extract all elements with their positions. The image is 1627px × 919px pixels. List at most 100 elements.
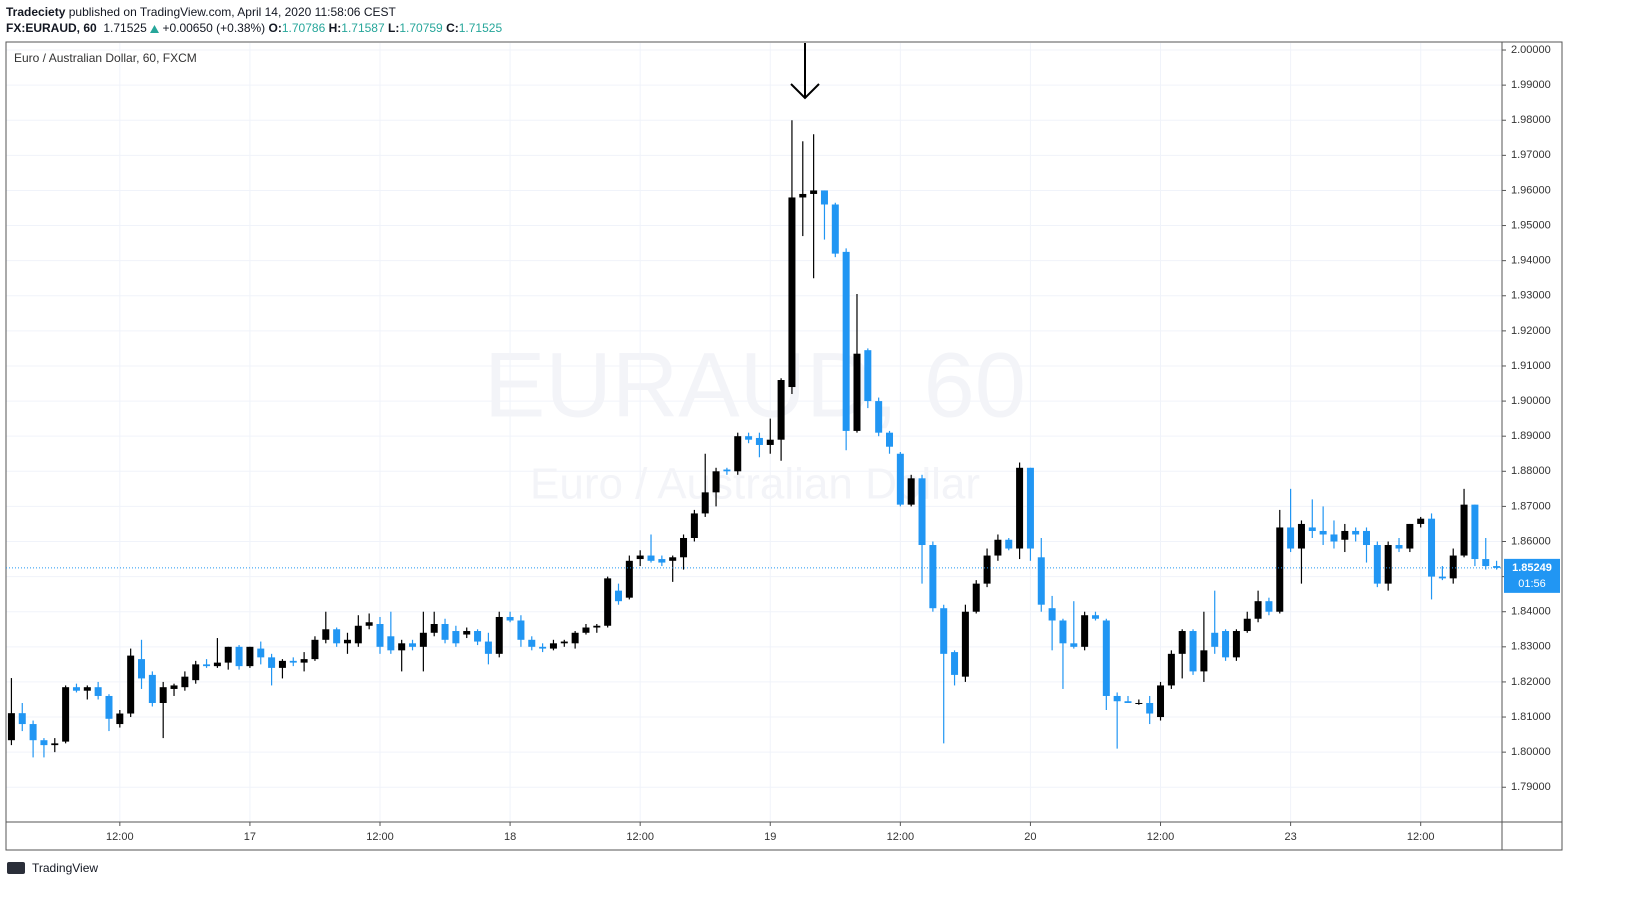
countdown: 01:56: [1518, 578, 1546, 590]
candle-body: [853, 353, 861, 431]
candle-body: [51, 743, 59, 746]
published: published on TradingView.com, April 14, …: [68, 5, 396, 19]
candle-body: [539, 646, 547, 649]
candle-body: [1254, 601, 1262, 619]
candle-body: [1146, 702, 1154, 714]
candle-body: [1048, 608, 1056, 621]
candle-body: [1330, 534, 1338, 542]
y-tick-label: 1.88000: [1511, 465, 1551, 477]
candle-body: [701, 492, 709, 514]
axis: 1.79000 1.80000 1.81000 1.82000 1.83000 1.840…: [6, 44, 1560, 843]
candle-body: [723, 469, 731, 472]
x-tick-label: 12:00: [366, 831, 394, 843]
x-tick-label: 18: [504, 831, 516, 843]
candle-body: [170, 685, 178, 689]
legend: Euro / Australian Dollar, 60, FXCM: [14, 51, 197, 65]
candle-body: [517, 620, 525, 640]
candle-body: [658, 559, 666, 563]
candle-body: [864, 350, 872, 402]
candle-body: [1493, 566, 1501, 568]
candle-body: [29, 724, 37, 741]
candle-body: [972, 583, 980, 612]
y-tick-label: 1.84000: [1511, 606, 1551, 618]
candle-body: [213, 662, 221, 667]
candle-body: [1211, 632, 1219, 647]
candle-body: [18, 713, 26, 725]
candle-body: [1102, 620, 1110, 696]
candle-body: [918, 478, 926, 546]
candle-body: [463, 631, 471, 635]
candle-body: [311, 639, 319, 660]
candle-body: [1406, 523, 1414, 549]
candle-body: [387, 636, 395, 651]
candle-body: [398, 643, 406, 651]
candle-body: [1482, 559, 1490, 567]
y-tick-label: 1.79000: [1511, 781, 1551, 793]
frame: [5, 41, 1563, 851]
candle-body: [72, 687, 80, 691]
y-tick-label: 1.86000: [1511, 535, 1551, 547]
candle-body: [842, 251, 850, 431]
y-tick-label: 1.90000: [1511, 395, 1551, 407]
candle-body: [181, 676, 189, 688]
footer: TradingView: [32, 861, 98, 875]
candle-body: [929, 545, 937, 609]
last: 1.71525: [103, 21, 147, 35]
candle-body: [875, 401, 883, 433]
candle-body: [755, 437, 763, 445]
candle-body: [40, 740, 48, 746]
candle-body: [127, 655, 135, 714]
candle-body: [7, 713, 15, 741]
y-tick-label: 1.87000: [1511, 500, 1551, 512]
x-tick-label: 12:00: [626, 831, 654, 843]
candle-body: [582, 627, 590, 633]
candle-body: [1395, 545, 1403, 549]
candle-body: [430, 624, 438, 633]
candle-body: [354, 625, 362, 644]
y-tick-label: 2.00000: [1511, 44, 1551, 56]
candle-body: [680, 537, 688, 558]
candle-body: [83, 687, 91, 691]
candle-body: [896, 453, 904, 505]
candle-body: [138, 659, 146, 679]
candle-body: [322, 629, 330, 640]
candle-body: [289, 660, 297, 663]
candle-body: [799, 193, 807, 198]
x-tick-label: 12:00: [106, 831, 134, 843]
candle-body: [1373, 545, 1381, 584]
watermark: EURAUD, 60: [484, 334, 1026, 436]
ohlc-label: L:: [388, 21, 400, 35]
candles: [7, 120, 1501, 758]
y-tick-label: 1.98000: [1511, 114, 1551, 126]
y-tick-label: 1.97000: [1511, 149, 1551, 161]
candle-body: [647, 555, 655, 561]
candle-body: [257, 648, 265, 658]
x-tick-label: 23: [1284, 831, 1296, 843]
candle-body: [745, 436, 753, 440]
candle-body: [441, 624, 449, 640]
candle-body: [1037, 557, 1045, 605]
y-tick-label: 1.83000: [1511, 641, 1551, 653]
candle-body: [376, 624, 384, 647]
quote-line: FX:EURAUD, 60 1.71525 +0.00650 (+0.38%) …: [6, 20, 502, 36]
candle-body: [820, 190, 828, 205]
candle-body: [1438, 576, 1446, 579]
y-tick-label: 1.91000: [1511, 360, 1551, 372]
x-tick-label: 20: [1024, 831, 1036, 843]
candle-body: [1276, 527, 1284, 612]
candle-body: [1081, 615, 1089, 647]
grid: [6, 43, 1502, 822]
candle-body: [495, 616, 503, 654]
y-tick-label: 1.95000: [1511, 219, 1551, 231]
candle-body: [1016, 467, 1024, 549]
candle-body: [1091, 615, 1099, 619]
ohlc-value: 1.71525: [458, 21, 503, 35]
candle-body: [766, 439, 774, 445]
candle-body: [593, 625, 601, 628]
candle-body: [961, 611, 969, 677]
last-price-label: 1.85249: [1512, 562, 1552, 574]
candle-body: [1222, 631, 1230, 658]
ohlc-label: C:: [446, 21, 459, 35]
candle-body: [1167, 653, 1175, 686]
